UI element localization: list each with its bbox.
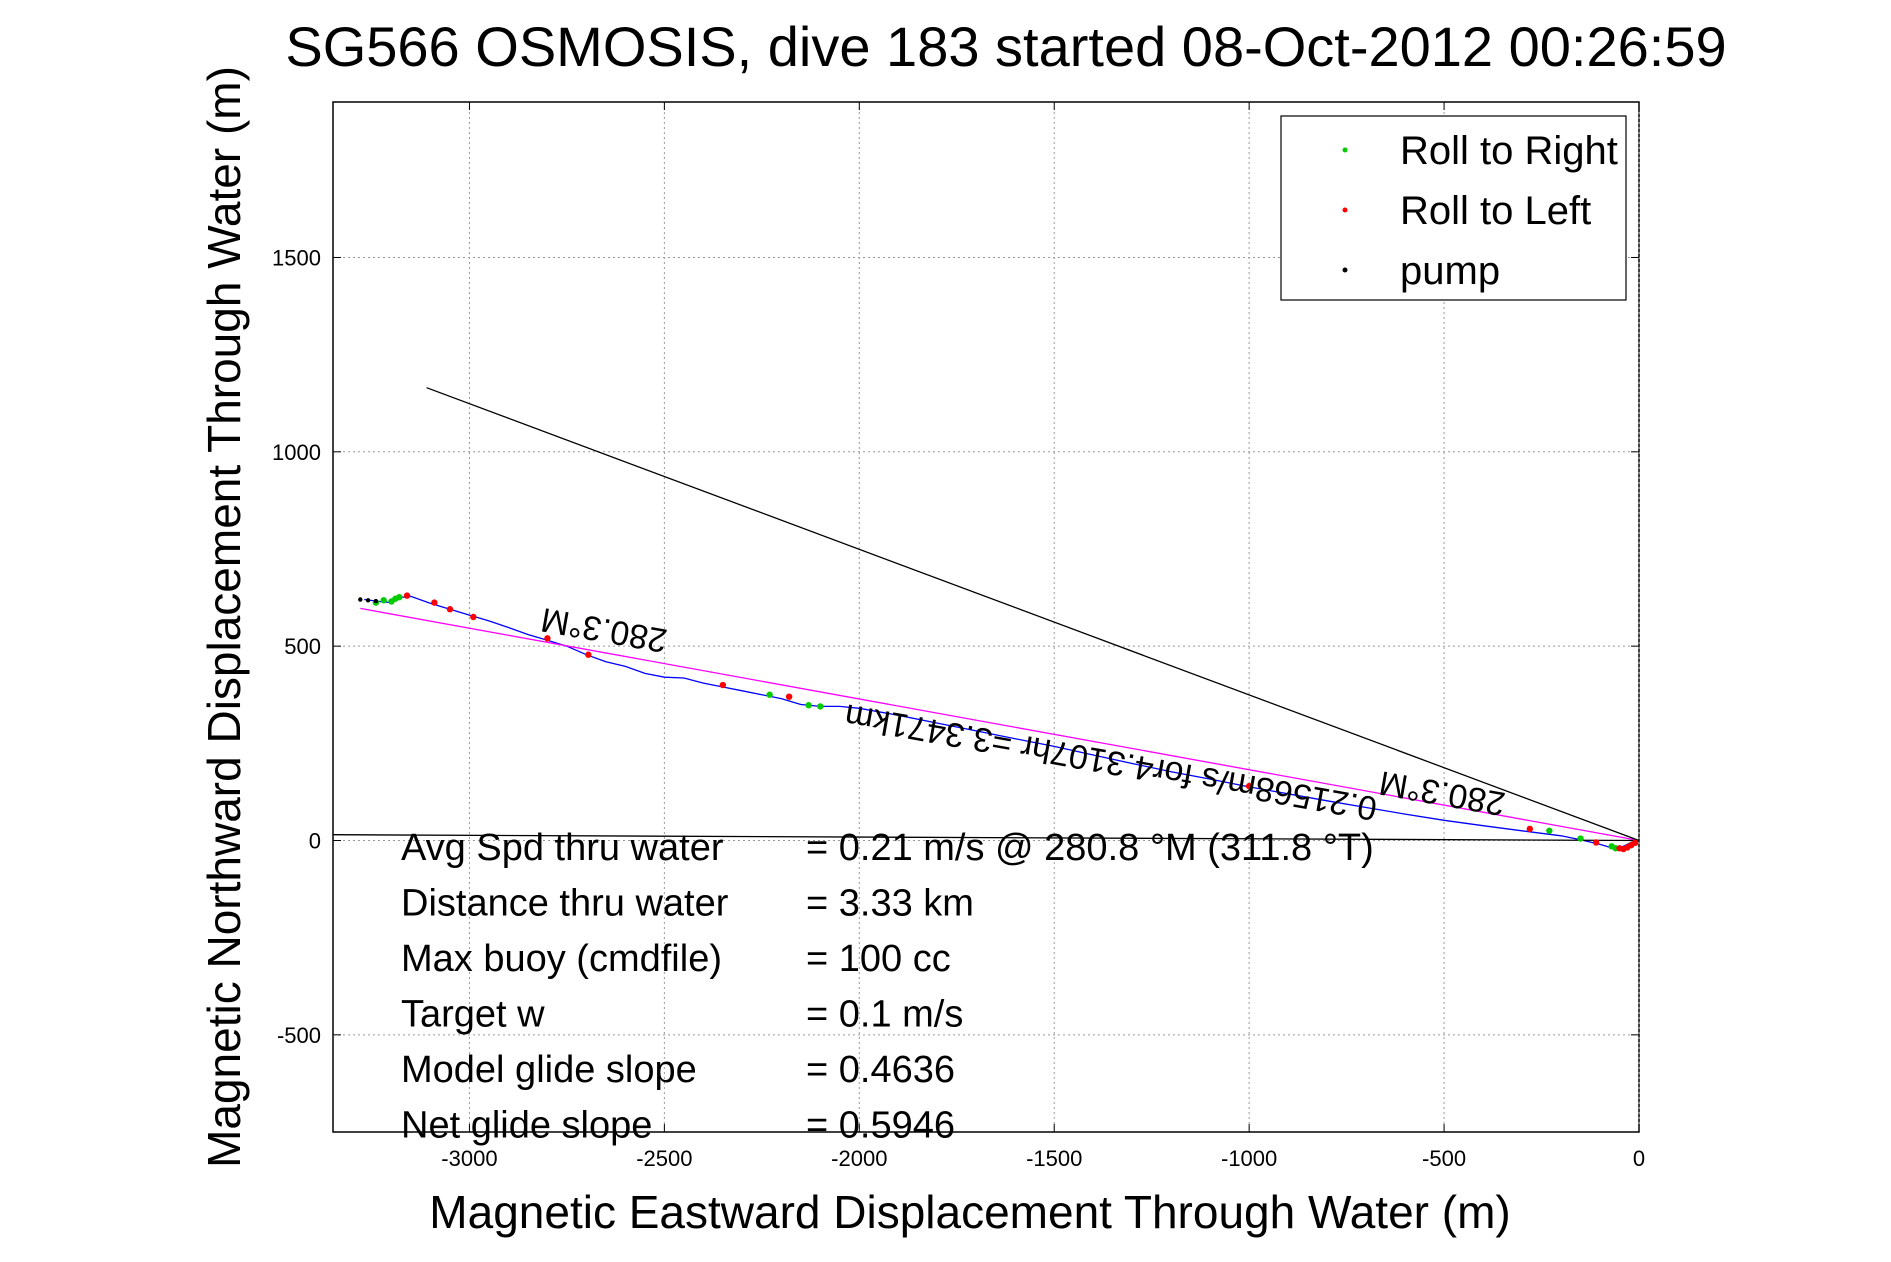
stat-label: Target w <box>401 994 545 1036</box>
x-tick-label: -1000 <box>1221 1146 1277 1171</box>
roll-left-point <box>1526 825 1534 833</box>
roll-left-point <box>470 613 477 621</box>
y-tick-label: 1000 <box>272 440 321 465</box>
roll-right-point <box>396 593 403 601</box>
legend-marker <box>1342 207 1348 213</box>
roll-right-point <box>766 691 773 698</box>
roll-left-point <box>785 693 793 700</box>
stat-value: = 0.4636 <box>806 1049 955 1091</box>
series-layer <box>332 387 1640 850</box>
y-tick-label: 0 <box>309 828 321 853</box>
y-axis-ticks: -500 0 500 1000 1500 <box>272 245 1639 1048</box>
x-tick-label: 0 <box>1633 1146 1645 1171</box>
stats-block: Avg Spd thru water = 0.21 m/s @ 280.8 °M … <box>401 827 1374 1147</box>
series-line-0 <box>364 595 1640 850</box>
roll-left-point <box>431 599 438 606</box>
x-tick-label: -2500 <box>636 1146 692 1171</box>
stat-value: = 100 cc <box>806 938 951 980</box>
stat-value: = 3.33 km <box>806 883 974 925</box>
series-line-3 <box>332 834 1640 842</box>
stat-value: = 0.1 m/s <box>806 994 963 1036</box>
stat-label: Avg Spd thru water <box>401 827 724 869</box>
x-axis-label: Magnetic Eastward Displacement Through W… <box>429 1186 1510 1238</box>
roll-left-point <box>544 635 551 642</box>
roll-right-point <box>1546 827 1553 834</box>
y-axis-label: Magnetic Northward Displacement Through … <box>198 66 250 1168</box>
roll-left-point <box>719 681 727 689</box>
roll-left-point <box>1631 839 1639 847</box>
chart-title: SG566 OSMOSIS, dive 183 started 08-Oct-2… <box>285 15 1726 78</box>
stat-label: Max buoy (cmdfile) <box>401 938 722 980</box>
pump-point <box>365 598 371 603</box>
x-tick-label: -3000 <box>441 1146 497 1171</box>
x-tick-label: -1500 <box>1026 1146 1082 1171</box>
series-line-1 <box>360 607 1640 842</box>
roll-right-point <box>805 702 812 709</box>
roll-left-point <box>1592 839 1600 846</box>
roll-left-point <box>585 651 592 658</box>
y-tick-label: -500 <box>277 1023 321 1048</box>
legend-label: Roll to Right <box>1400 129 1618 173</box>
legend: Roll to Right Roll to Left pump <box>1280 115 1627 301</box>
pump-point <box>358 597 363 602</box>
stat-value: = 0.21 m/s @ 280.8 °M (311.8 °T) <box>806 827 1374 869</box>
y-tick-label: 500 <box>284 634 321 659</box>
roll-left-point <box>1245 782 1253 790</box>
roll-left-point <box>403 592 411 599</box>
roll-left-point <box>446 606 454 613</box>
legend-label: pump <box>1400 249 1500 293</box>
legend-box <box>1280 115 1627 301</box>
stat-label: Model glide slope <box>401 1049 697 1091</box>
y-tick-label: 1500 <box>272 245 321 270</box>
roll-right-point <box>380 597 387 604</box>
series-line-2 <box>426 387 1640 842</box>
legend-label: Roll to Left <box>1400 189 1591 233</box>
legend-marker <box>1342 267 1348 273</box>
x-tick-label: -500 <box>1422 1146 1466 1171</box>
points-layer <box>358 592 1639 853</box>
stat-label: Net glide slope <box>401 1105 652 1147</box>
pump-point <box>373 598 379 604</box>
x-tick-label: -2000 <box>831 1146 887 1171</box>
x-axis-ticks: -3000 -2500 -2000 -1500 -1000 -500 0 <box>441 102 1645 1171</box>
stat-label: Distance thru water <box>401 883 729 925</box>
roll-right-point <box>817 703 824 710</box>
stat-value: = 0.5946 <box>806 1105 955 1147</box>
legend-marker <box>1342 147 1348 153</box>
roll-right-point <box>1577 835 1584 842</box>
